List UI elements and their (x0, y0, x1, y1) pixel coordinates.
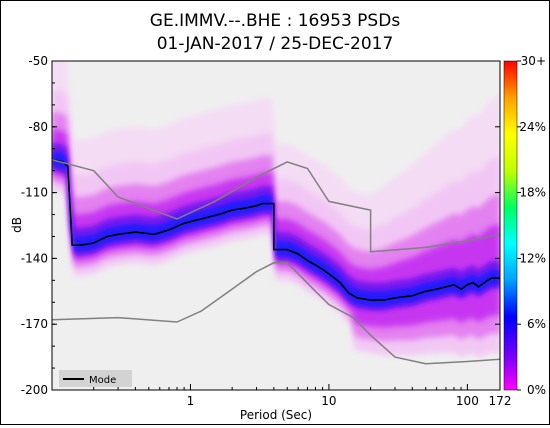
y-axis-label: dB (10, 217, 24, 233)
colorbar-ticks: 30+ 24% 18% 12% 6% 0% (517, 54, 546, 397)
y-tick-label: -140 (21, 251, 48, 265)
x-tick-label: 10 (321, 394, 336, 408)
colorbar-tick-label: 0% (527, 383, 546, 397)
x-axis-label: Period (Sec) (240, 408, 312, 422)
chart-subtitle: 01-JAN-2017 / 25-DEC-2017 (157, 34, 394, 54)
colorbar-tick-label: 6% (527, 317, 546, 331)
density-band-core (52, 150, 500, 307)
y-tick-label: -80 (28, 120, 48, 134)
plot-border (51, 60, 501, 391)
x-tick-label: 1 (187, 394, 195, 408)
x-tick-label: 172 (489, 394, 512, 408)
noise-model-line (52, 262, 500, 365)
colorbar-tick-label: 12% (519, 251, 546, 265)
legend: Mode (59, 370, 132, 387)
colorbar-tick-label: 24% (519, 120, 546, 134)
x-axis: 1 10 100 172 (93, 384, 512, 408)
y-tick-label: -200 (21, 383, 48, 397)
density-band-mid (52, 129, 500, 328)
colorbar-tick-label: 30+ (521, 54, 546, 68)
y-tick-label: -50 (28, 54, 48, 68)
density-band-high-noise (52, 61, 500, 261)
legend-box (59, 370, 132, 387)
mode-line (52, 158, 500, 301)
y-axis: -50 -80 -110 -140 -170 -200 (21, 54, 500, 397)
psd-lines (52, 158, 500, 365)
psd-density (52, 61, 500, 358)
noise-model-line (52, 158, 500, 253)
chart-title: GE.IMMV.--.BHE : 16953 PSDs (150, 11, 401, 31)
y-tick-label: -170 (21, 317, 48, 331)
colorbar-ramp (503, 60, 518, 391)
legend-label: Mode (89, 375, 116, 386)
colorbar-tick-label: 18% (519, 186, 546, 200)
y-tick-label: -110 (21, 186, 48, 200)
colorbar: 30+ 24% 18% 12% 6% 0% (503, 54, 546, 397)
x-tick-label: 100 (456, 394, 479, 408)
